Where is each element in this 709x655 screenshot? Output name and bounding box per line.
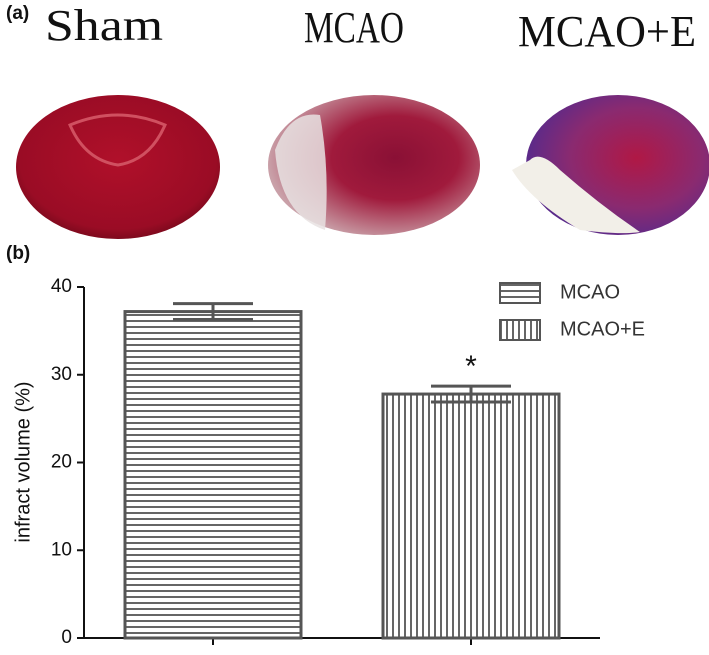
bar xyxy=(123,310,303,640)
slice-detail xyxy=(512,156,640,234)
slice-detail xyxy=(68,113,167,167)
y-axis-label: infract volume (%) xyxy=(12,381,34,542)
y-tick-label: 10 xyxy=(51,539,72,560)
group-label: MCAO+E xyxy=(518,7,696,56)
significance-marker: * xyxy=(465,350,477,383)
legend-swatch xyxy=(499,319,541,341)
y-tick-label: 40 xyxy=(51,276,72,297)
legend-label: MCAO xyxy=(560,281,620,303)
group-label: MCAO xyxy=(304,3,404,52)
legend-label: MCAO+E xyxy=(560,318,645,340)
error-bar xyxy=(431,384,511,404)
y-tick-label: 0 xyxy=(61,627,72,648)
panel-label: (a) xyxy=(6,3,29,24)
error-bar xyxy=(173,302,253,321)
panel-label: (b) xyxy=(6,243,30,264)
y-tick-label: 30 xyxy=(51,364,72,385)
bar xyxy=(381,392,561,640)
y-tick-label: 20 xyxy=(51,452,72,473)
brain-slices xyxy=(16,95,709,239)
brain-slice xyxy=(16,95,220,239)
legend-swatch xyxy=(499,282,541,304)
group-label: Sham xyxy=(45,1,163,50)
slice-detail xyxy=(275,114,327,230)
